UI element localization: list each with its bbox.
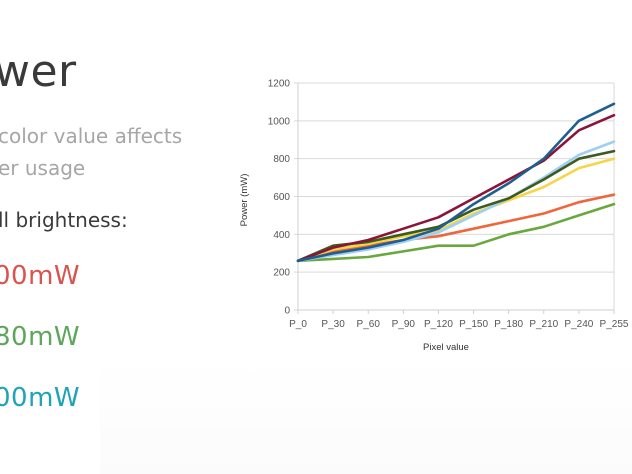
x-tick-label: P_60	[357, 319, 381, 330]
series-line-yellow	[296, 157, 616, 263]
x-tick-label: P_0	[289, 319, 307, 330]
x-tick-label: P_150	[459, 319, 488, 330]
metric-value-green: 80mW	[0, 322, 81, 352]
y-tick-labels: 0 200 400 600 800 1000 1200	[268, 79, 291, 317]
y-tick-label: 1000	[268, 116, 291, 127]
series-line-orange	[296, 193, 616, 263]
y-tick-label: 0	[284, 306, 290, 317]
y-tick-label: 400	[273, 230, 290, 241]
slide-subtitle: color value affects er usage	[0, 120, 182, 184]
y-tick-label: 200	[273, 268, 290, 279]
x-tick-label: P_120	[424, 319, 453, 330]
subtitle-line: color value affects	[0, 124, 183, 148]
series-line-dark-blue	[296, 102, 616, 263]
y-tick-label: 600	[273, 192, 290, 203]
chart-axes	[297, 83, 615, 314]
background-tint	[100, 360, 632, 474]
chart-series	[296, 102, 616, 263]
x-tick-label: P_210	[529, 319, 558, 330]
metric-value-red: 00mW	[0, 261, 81, 291]
x-tick-label: P_30	[321, 319, 345, 330]
metric-value-teal: 00mW	[0, 383, 81, 413]
x-tick-label: P_180	[494, 319, 523, 330]
x-tick-label: P_90	[392, 319, 416, 330]
series-line-light-blue	[296, 140, 616, 263]
x-tick-label: P_240	[564, 319, 593, 330]
y-tick-label: 1200	[268, 79, 291, 90]
x-tick-label: P_255	[600, 319, 629, 330]
y-tick-label: 800	[273, 154, 290, 165]
series-line-green	[296, 202, 616, 263]
x-axis-title: Pixel value	[423, 342, 469, 353]
slide-title: wer	[0, 46, 77, 97]
x-tick-labels: P_0 P_30 P_60 P_90 P_120 P_150 P_180 P_210 P_240…	[289, 319, 629, 330]
chart-gridlines	[294, 82, 614, 311]
brightness-label: ll brightness:	[0, 208, 128, 232]
subtitle-line: er usage	[0, 156, 86, 180]
series-line-maroon	[296, 113, 616, 263]
y-axis-title: Power (mW)	[239, 174, 250, 227]
